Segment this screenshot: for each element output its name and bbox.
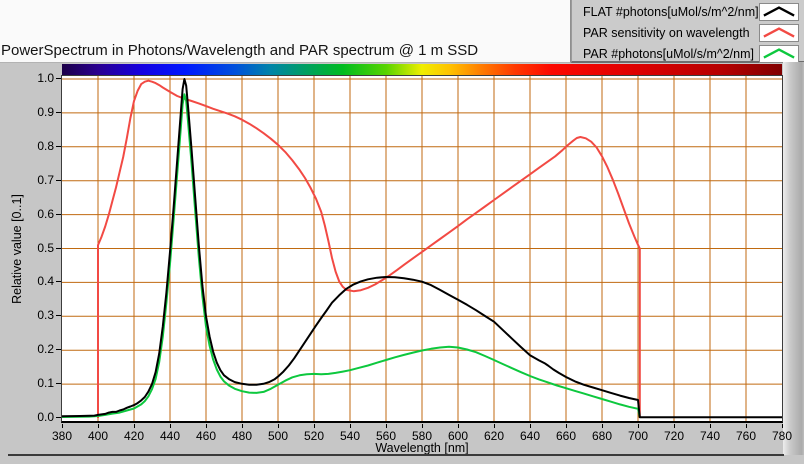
x-tick [530, 424, 531, 428]
plot-area [61, 75, 783, 423]
x-tick [746, 424, 747, 428]
x-tick [350, 424, 351, 428]
legend-line-sample[interactable] [759, 45, 799, 63]
x-tick [566, 424, 567, 428]
y-tick-label: 0.1 [37, 376, 54, 391]
x-axis-title: Wavelength [nm] [375, 441, 469, 455]
series-par-photons [62, 93, 641, 418]
legend-item-flat-photons[interactable]: FLAT #photons[uMol/s/m^2/nm] [572, 2, 804, 22]
x-tick [458, 424, 459, 428]
y-tick-label: 0.9 [37, 104, 54, 119]
y-tick-label: 0.2 [37, 342, 54, 357]
spectrum-colorbar [62, 64, 782, 76]
y-tick-label: 0.7 [37, 172, 54, 187]
x-tick [314, 424, 315, 428]
legend-panel: FLAT #photons[uMol/s/m^2/nm] PAR sensiti… [571, 0, 804, 63]
graph-right-edge [783, 62, 804, 455]
x-tick [134, 424, 135, 428]
x-tick [674, 424, 675, 428]
y-tick-label: 0.3 [37, 308, 54, 323]
legend-item-par-sensitivity[interactable]: PAR sensitivity on wavelength [572, 23, 804, 43]
legend-item-par-photons[interactable]: PAR #photons[uMol/s/m^2/nm] [572, 44, 804, 64]
line-sample-icon [763, 48, 795, 59]
title-panel: PowerSpectrum in Photons/Wavelength and … [0, 0, 571, 63]
x-tick [602, 424, 603, 428]
y-tick-label: 0.0 [37, 410, 54, 424]
x-tick [278, 424, 279, 428]
x-tick [386, 424, 387, 428]
legend-item-label: PAR sensitivity on wavelength [583, 26, 750, 40]
y-tick-label: 1.0 [37, 71, 54, 85]
x-tick [710, 424, 711, 428]
y-axis-title: Relative value [0..1] [10, 194, 24, 304]
legend-line-sample[interactable] [759, 24, 799, 42]
legend-item-label: FLAT #photons[uMol/s/m^2/nm] [583, 5, 759, 19]
x-tick [206, 424, 207, 428]
spectrum-chart [62, 76, 782, 421]
window-bottom-edge [8, 454, 784, 456]
legend-item-label: PAR #photons[uMol/s/m^2/nm] [583, 47, 754, 61]
x-tick [62, 424, 63, 428]
series-par-sensitivity [97, 79, 641, 418]
line-sample-icon [763, 27, 795, 38]
series-flat-photons [62, 78, 782, 419]
y-tick-label: 0.8 [37, 138, 54, 153]
x-tick [638, 424, 639, 428]
x-tick [242, 424, 243, 428]
x-tick [170, 424, 171, 428]
y-tick-label: 0.6 [37, 206, 54, 221]
x-tick [494, 424, 495, 428]
y-tick-label: 0.5 [37, 240, 54, 255]
y-tick-label: 0.4 [37, 274, 54, 289]
line-sample-icon [763, 6, 795, 17]
legend-line-sample[interactable] [759, 3, 799, 21]
x-tick [422, 424, 423, 428]
chart-title: PowerSpectrum in Photons/Wavelength and … [1, 42, 479, 59]
x-tick [98, 424, 99, 428]
